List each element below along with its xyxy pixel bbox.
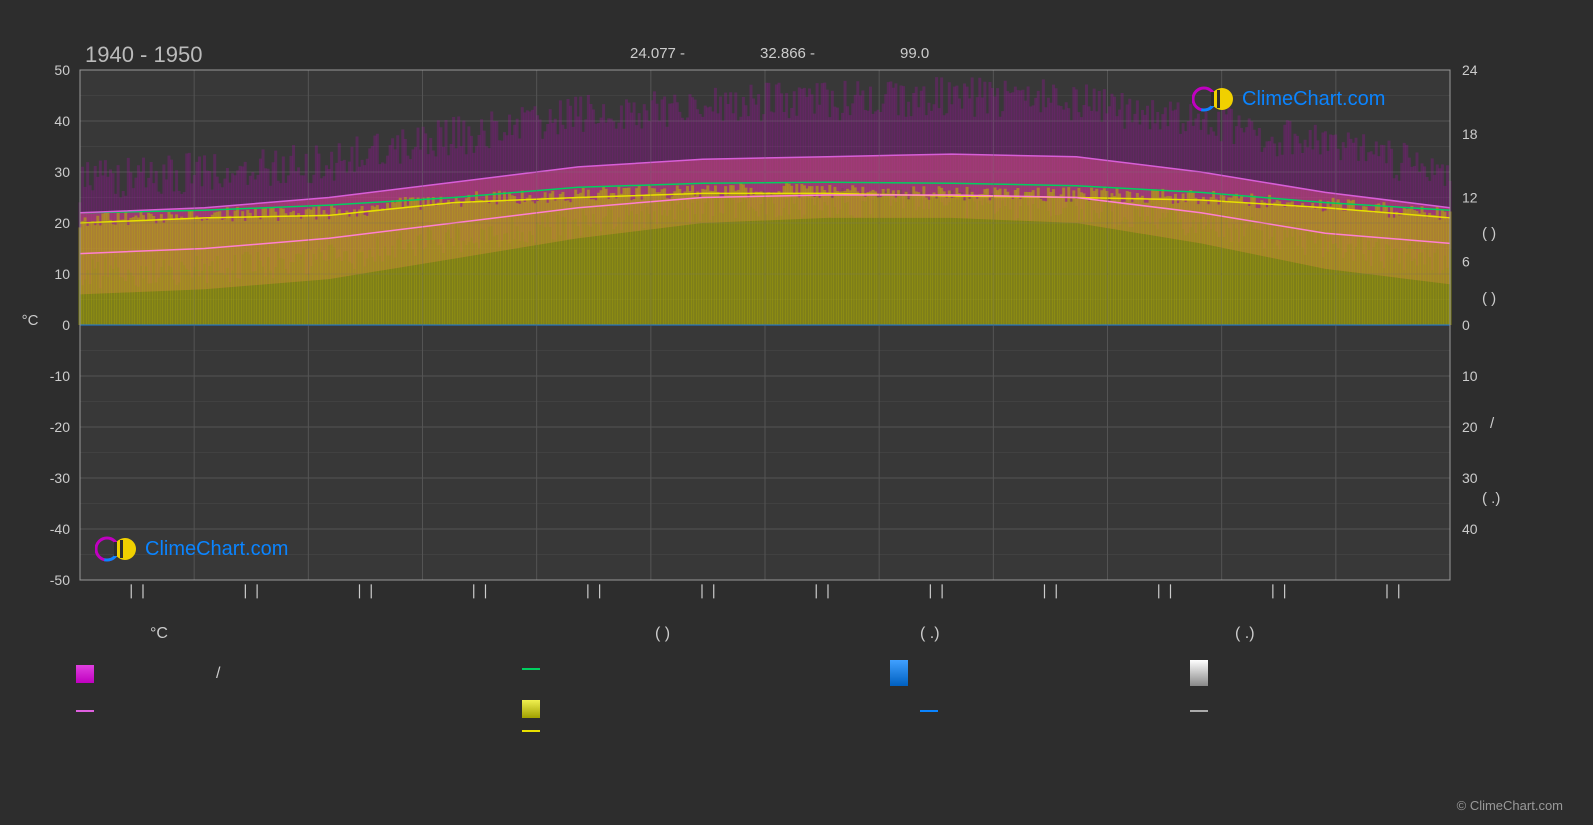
svg-text:❘❘: ❘❘ <box>810 582 833 599</box>
svg-text:❘❘: ❘❘ <box>582 582 605 599</box>
right-axis-paren-3: / <box>1490 415 1494 432</box>
grey-line-icon <box>1190 710 1208 712</box>
legend-header-1: °C <box>150 625 168 643</box>
logo-text: ClimeChart.com <box>145 538 288 561</box>
svg-text:10: 10 <box>1462 368 1478 384</box>
legend-item-yellow-swatch <box>522 700 552 718</box>
svg-text:24: 24 <box>1462 62 1478 78</box>
svg-text:-50: -50 <box>50 572 70 588</box>
logo-icon <box>95 535 139 563</box>
svg-text:❘❘: ❘❘ <box>468 582 491 599</box>
legend-item-blue-swatch <box>890 660 920 686</box>
svg-text:-30: -30 <box>50 470 70 486</box>
white-swatch-icon <box>1190 660 1208 686</box>
legend-item-blue-line <box>920 710 950 712</box>
magenta-swatch-icon <box>76 665 94 683</box>
svg-text:°C: °C <box>22 312 39 329</box>
logo-icon <box>1192 85 1236 113</box>
chart-svg: 50 40 30 20 10 0 -10 -20 -30 -40 -50 °C 24 18 12 6 0 10 20… <box>0 0 1593 825</box>
legend-item-magenta-swatch: / <box>76 665 220 683</box>
svg-text:40: 40 <box>54 113 70 129</box>
svg-text:-40: -40 <box>50 521 70 537</box>
copyright: © ClimeChart.com <box>1457 798 1563 813</box>
legend-item-magenta-line <box>76 710 106 712</box>
svg-text:10: 10 <box>54 266 70 282</box>
svg-text:12: 12 <box>1462 190 1478 206</box>
climate-chart: 1940 - 1950 24.077 - 32.866 - 99.0 50403… <box>0 0 1593 825</box>
svg-text:6: 6 <box>1462 253 1470 269</box>
legend-label: / <box>216 665 220 683</box>
svg-text:20: 20 <box>54 215 70 231</box>
svg-text:30: 30 <box>1462 470 1478 486</box>
green-line-icon <box>522 668 540 670</box>
svg-text:0: 0 <box>62 317 70 333</box>
legend-header-2: ( ) <box>655 625 670 643</box>
svg-text:20: 20 <box>1462 419 1478 435</box>
yellow-line-icon <box>522 730 540 732</box>
legend-header-3: ( .) <box>920 625 940 643</box>
right-axis-paren-2: ( ) <box>1482 290 1496 307</box>
svg-text:❘❘: ❘❘ <box>1039 582 1062 599</box>
legend-item-grey-line <box>1190 710 1220 712</box>
svg-text:❘❘: ❘❘ <box>1381 582 1404 599</box>
legend-item-green-line <box>522 668 552 670</box>
right-axis-paren-1: ( ) <box>1482 225 1496 242</box>
magenta-line-icon <box>76 710 94 712</box>
yellow-swatch-icon <box>522 700 540 718</box>
legend-header-4: ( .) <box>1235 625 1255 643</box>
legend-item-white-swatch <box>1190 660 1220 686</box>
svg-text:0: 0 <box>1462 317 1470 333</box>
blue-line-icon <box>920 710 938 712</box>
svg-text:❘❘: ❘❘ <box>354 582 377 599</box>
svg-text:30: 30 <box>54 164 70 180</box>
logo-text: ClimeChart.com <box>1242 88 1385 111</box>
blue-swatch-icon <box>890 660 908 686</box>
svg-text:❘❘: ❘❘ <box>125 582 148 599</box>
svg-text:❘❘: ❘❘ <box>1267 582 1290 599</box>
svg-text:-20: -20 <box>50 419 70 435</box>
logo-top: ClimeChart.com <box>1192 85 1385 113</box>
svg-text:❘❘: ❘❘ <box>1153 582 1176 599</box>
logo-bottom: ClimeChart.com <box>95 535 288 563</box>
right-axis-paren-4: ( .) <box>1482 490 1500 507</box>
svg-text:50: 50 <box>54 62 70 78</box>
svg-text:-10: -10 <box>50 368 70 384</box>
legend-item-yellow-line <box>522 730 552 732</box>
svg-text:18: 18 <box>1462 126 1478 142</box>
svg-text:❘❘: ❘❘ <box>696 582 719 599</box>
svg-text:❘❘: ❘❘ <box>925 582 948 599</box>
svg-text:40: 40 <box>1462 521 1478 537</box>
svg-text:❘❘: ❘❘ <box>240 582 263 599</box>
